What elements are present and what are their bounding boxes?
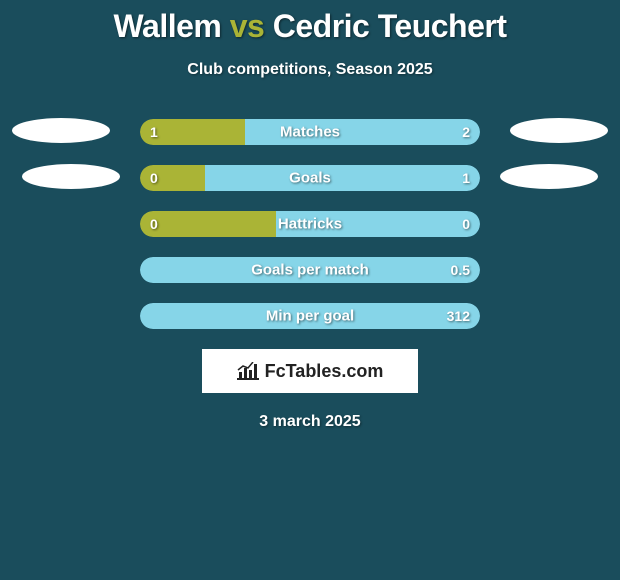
stat-label: Goals per match (251, 262, 369, 279)
stat-row: Goals 0 1 (0, 165, 620, 191)
logo-box: FcTables.com (202, 349, 418, 393)
stat-value-left: 0 (150, 216, 158, 232)
stat-label: Min per goal (266, 308, 354, 325)
stat-bar: Min per goal 312 (140, 303, 480, 329)
stat-bar: Hattricks 0 0 (140, 211, 480, 237)
subtitle: Club competitions, Season 2025 (0, 61, 620, 79)
stat-value-right: 2 (462, 124, 470, 140)
stat-row: Min per goal 312 (0, 303, 620, 329)
bar-right-segment (205, 165, 480, 191)
stat-bar: Goals per match 0.5 (140, 257, 480, 283)
stat-row: Hattricks 0 0 (0, 211, 620, 237)
stat-label: Goals (289, 170, 331, 187)
player2-name: Cedric Teuchert (273, 8, 507, 44)
stat-value-left: 0 (150, 170, 158, 186)
comparison-title: Wallem vs Cedric Teuchert (0, 8, 620, 45)
stat-label: Hattricks (278, 216, 342, 233)
stat-value-right: 312 (447, 308, 470, 324)
date: 3 march 2025 (0, 413, 620, 431)
chart-icon (237, 362, 259, 380)
logo-text: FcTables.com (265, 361, 384, 382)
stat-row: Goals per match 0.5 (0, 257, 620, 283)
stat-value-right: 0.5 (451, 262, 470, 278)
player1-name: Wallem (114, 8, 222, 44)
stat-label: Matches (280, 124, 340, 141)
bar-left-segment (140, 211, 276, 237)
stats-area: Matches 1 2 Goals 0 1 Hattricks 0 0 Goals per mat… (0, 119, 620, 329)
stat-bar: Matches 1 2 (140, 119, 480, 145)
stat-row: Matches 1 2 (0, 119, 620, 145)
stat-value-left: 1 (150, 124, 158, 140)
stat-value-right: 0 (462, 216, 470, 232)
vs-text: vs (230, 8, 265, 44)
stat-bar: Goals 0 1 (140, 165, 480, 191)
stat-value-right: 1 (462, 170, 470, 186)
